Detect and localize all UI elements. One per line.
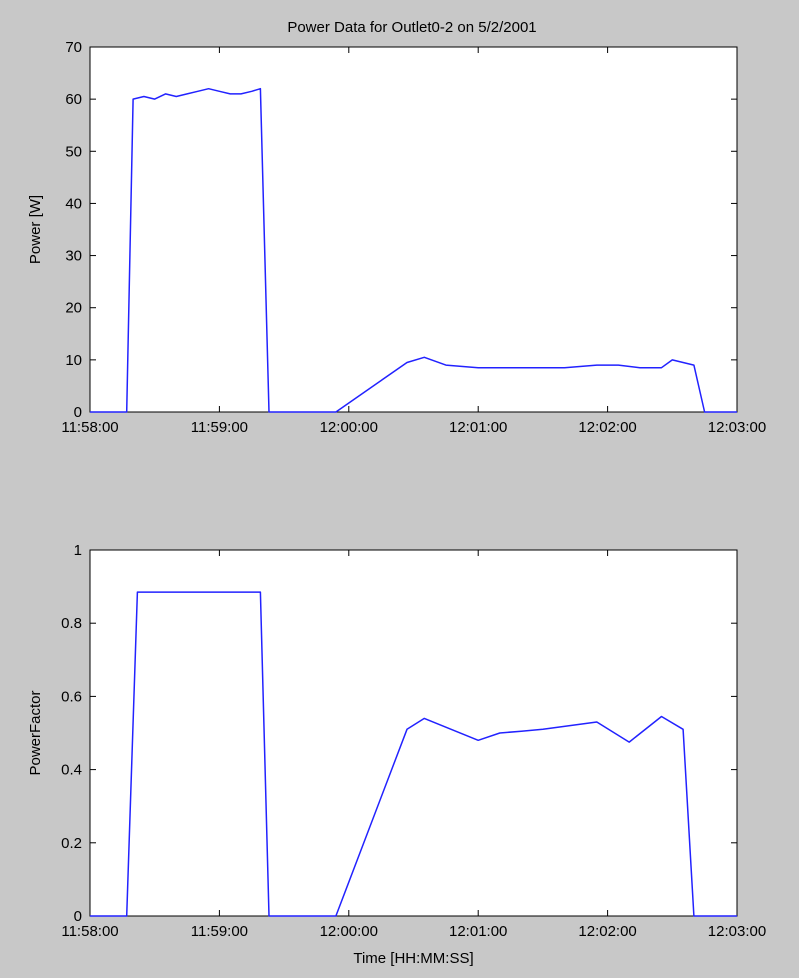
y-axis-label: Power [W]: [27, 195, 44, 264]
x-tick-label: 11:59:00: [191, 923, 248, 940]
plot-area: [89, 549, 738, 917]
y-tick-label: 0: [74, 404, 82, 421]
x-tick-label: 12:03:00: [708, 923, 766, 940]
y-tick-label: 30: [65, 248, 82, 265]
x-tick-label: 11:58:00: [61, 923, 118, 940]
x-axis-label: Time [HH:MM:SS]: [353, 950, 473, 967]
x-tick-label: 12:00:00: [320, 923, 378, 940]
y-tick-label: 0: [74, 908, 82, 925]
y-tick-label: 1: [74, 542, 82, 559]
power-factor-plot: 11:58:00 11:59:00 12:00:00 12:01:00 12:02:00…: [27, 542, 766, 967]
x-tick-label: 11:59:00: [191, 419, 248, 436]
y-tick-label: 50: [65, 143, 82, 160]
x-tick-label: 12:01:00: [449, 419, 507, 436]
y-tick-label: 0.2: [61, 835, 82, 852]
figure-title: Power Data for Outlet0-2 on 5/2/2001: [287, 19, 536, 36]
y-tick-label: 20: [65, 300, 82, 317]
plot-area: [89, 46, 738, 413]
x-tick-label: 12:03:00: [708, 419, 766, 436]
x-tick-label: 12:00:00: [320, 419, 378, 436]
y-tick-label: 10: [65, 352, 82, 369]
y-tick-label: 0.4: [61, 762, 82, 779]
series-line-0: [90, 591, 737, 917]
x-tick-label: 12:02:00: [578, 923, 636, 940]
y-tick-label: 60: [65, 91, 82, 108]
x-tick-label: 12:01:00: [449, 923, 507, 940]
power-plot: 11:58:00 11:59:00 12:00:00 12:01:00 12:02:00…: [27, 39, 766, 436]
y-tick-label: 0.8: [61, 615, 82, 632]
x-tick-label: 12:02:00: [578, 419, 636, 436]
y-tick-label: 0.6: [61, 688, 82, 705]
y-axis-label: PowerFactor: [27, 690, 44, 775]
y-tick-label: 40: [65, 195, 82, 212]
y-tick-label: 70: [65, 39, 82, 56]
x-tick-label: 11:58:00: [61, 419, 118, 436]
series-line-0: [90, 87, 737, 413]
